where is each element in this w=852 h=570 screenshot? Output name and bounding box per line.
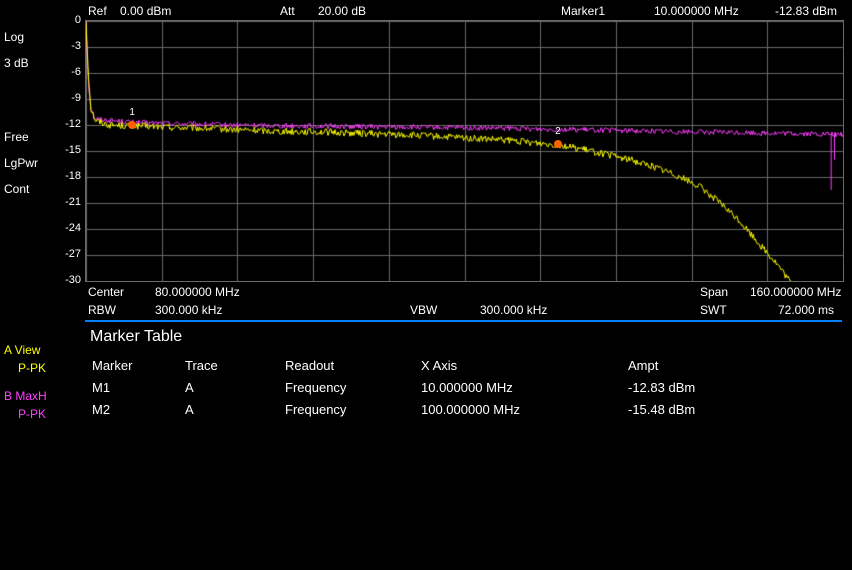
mt-row0-ampt: -12.83 dBm: [628, 380, 695, 395]
mt-head-trace: Trace: [185, 358, 218, 373]
rbw-label: RBW: [88, 303, 116, 317]
ytick: -30: [51, 274, 81, 286]
mt-row1-trace: A: [185, 402, 194, 417]
att-value: 20.00 dB: [318, 4, 366, 18]
ytick: -6: [51, 66, 81, 78]
side-log: Log: [4, 30, 24, 44]
marker-label: 1: [129, 107, 135, 118]
swt-value: 72.000 ms: [778, 303, 834, 317]
side-free: Free: [4, 130, 29, 144]
ytick: -21: [51, 196, 81, 208]
trace-a-ppk: P-PK: [18, 361, 46, 375]
side-lgpwr: LgPwr: [4, 156, 38, 170]
spectrum-canvas: [85, 20, 844, 282]
marker-table-title: Marker Table: [90, 328, 182, 346]
ref-label: Ref: [88, 4, 107, 18]
side-cont: Cont: [4, 182, 29, 196]
ytick: -18: [51, 170, 81, 182]
side-3db: 3 dB: [4, 56, 29, 70]
rbw-value: 300.000 kHz: [155, 303, 222, 317]
mt-row1-readout: Frequency: [285, 402, 346, 417]
mt-head-ampt: Ampt: [628, 358, 658, 373]
center-label: Center: [88, 285, 124, 299]
marker-label: 2: [555, 126, 561, 137]
ytick: -24: [51, 222, 81, 234]
mt-row0-xaxis: 10.000000 MHz: [421, 380, 513, 395]
ytick: 0: [51, 14, 81, 26]
span-value: 160.000000 MHz: [750, 285, 841, 299]
marker-dot[interactable]: [554, 140, 562, 148]
ytick: -27: [51, 248, 81, 260]
mt-head-readout: Readout: [285, 358, 334, 373]
marker1-freq: 10.000000 MHz: [654, 4, 739, 18]
trace-b-ppk: P-PK: [18, 407, 46, 421]
mt-row0-trace: A: [185, 380, 194, 395]
mt-row0-readout: Frequency: [285, 380, 346, 395]
spectrum-plot[interactable]: [85, 20, 842, 280]
att-label: Att: [280, 4, 295, 18]
marker1-label: Marker1: [561, 4, 605, 18]
mt-row1-xaxis: 100.000000 MHz: [421, 402, 520, 417]
ytick: -3: [51, 40, 81, 52]
ytick: -15: [51, 144, 81, 156]
mt-row1-marker: M2: [92, 402, 110, 417]
swt-label: SWT: [700, 303, 727, 317]
span-label: Span: [700, 285, 728, 299]
ytick: -12: [51, 118, 81, 130]
vbw-label: VBW: [410, 303, 437, 317]
center-value: 80.000000 MHz: [155, 285, 240, 299]
marker1-amp: -12.83 dBm: [775, 4, 837, 18]
ref-value: 0.00 dBm: [120, 4, 171, 18]
mt-row1-ampt: -15.48 dBm: [628, 402, 695, 417]
ytick: -9: [51, 92, 81, 104]
divider: [85, 320, 842, 322]
vbw-value: 300.000 kHz: [480, 303, 547, 317]
trace-a-view: A View: [4, 343, 40, 357]
trace-b-maxh: B MaxH: [4, 389, 47, 403]
mt-row0-marker: M1: [92, 380, 110, 395]
mt-head-marker: Marker: [92, 358, 132, 373]
mt-head-xaxis: X Axis: [421, 358, 457, 373]
